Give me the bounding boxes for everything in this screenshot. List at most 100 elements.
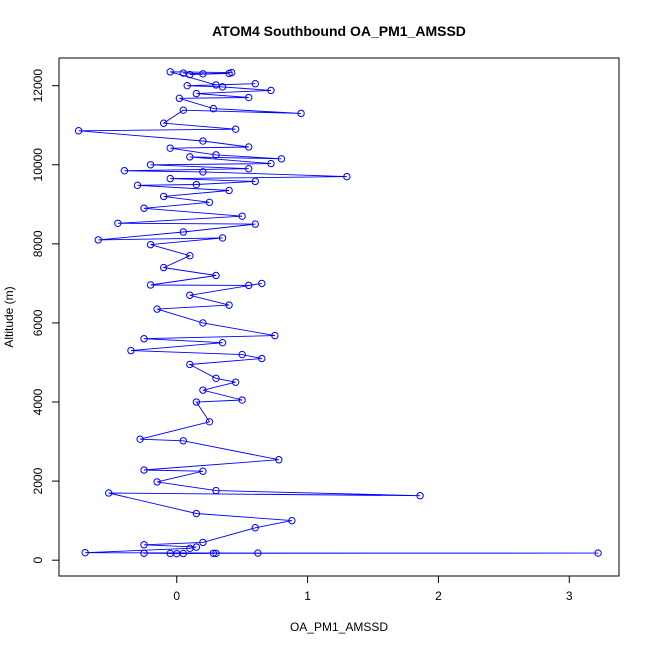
- y-tick-label: 10000: [31, 148, 45, 182]
- data-point: [159, 119, 168, 127]
- data-point: [267, 86, 275, 95]
- data-point: [271, 331, 279, 340]
- data-point: [140, 204, 148, 212]
- data-point: [238, 350, 246, 359]
- data-point: [228, 68, 236, 77]
- x-tick-label: 1: [304, 589, 311, 603]
- data-point: [199, 538, 207, 547]
- y-tick-label: 12000: [31, 69, 45, 103]
- data-point: [212, 151, 220, 159]
- x-axis-label: OA_PM1_AMSSD: [290, 620, 388, 634]
- data-point: [212, 549, 220, 557]
- data-point: [225, 301, 233, 309]
- y-tick-label: 8000: [31, 230, 45, 257]
- data-point: [183, 81, 191, 90]
- data-point: [166, 68, 174, 76]
- data-point: [192, 398, 201, 406]
- y-axis-label: Altitude (m): [2, 286, 16, 347]
- data-point: [258, 354, 266, 363]
- data-point: [186, 360, 194, 369]
- data-point: [186, 544, 194, 553]
- data-point: [297, 109, 305, 118]
- data-point: [173, 549, 181, 558]
- data-point: [192, 89, 201, 98]
- data-point: [120, 166, 129, 175]
- data-point: [199, 137, 207, 145]
- data-point: [186, 252, 194, 260]
- data-point: [192, 180, 201, 189]
- data-point: [186, 291, 194, 299]
- data-point: [212, 271, 220, 280]
- data-point: [245, 281, 253, 290]
- x-tick-label: 2: [435, 589, 442, 603]
- data-point: [199, 386, 207, 394]
- data-point: [205, 198, 214, 207]
- data-point: [199, 467, 207, 475]
- data-point: [209, 104, 218, 113]
- data-point: [146, 281, 155, 289]
- data-point: [288, 516, 296, 525]
- data-point: [159, 192, 168, 201]
- data-point: [175, 94, 184, 103]
- data-point: [258, 279, 266, 288]
- data-point: [251, 80, 259, 88]
- chart-title: ATOM4 Southbound OA_PM1_AMSSD: [212, 23, 466, 39]
- data-point: [133, 181, 142, 190]
- x-tick-label: 3: [566, 589, 573, 603]
- data-point: [254, 549, 262, 557]
- data-point: [251, 524, 259, 532]
- data-point: [218, 339, 227, 347]
- data-point: [199, 70, 207, 78]
- data-point: [140, 549, 148, 557]
- series-layer: [74, 68, 602, 558]
- data-point: [594, 549, 602, 557]
- data-point: [153, 305, 161, 313]
- y-tick-label: 0: [31, 557, 45, 564]
- data-point: [238, 396, 246, 404]
- data-point: [186, 153, 194, 161]
- data-point: [179, 228, 187, 236]
- data-point: [153, 478, 161, 486]
- data-point: [146, 240, 155, 249]
- data-point: [212, 374, 220, 382]
- data-point: [81, 548, 89, 557]
- data-point: [166, 174, 174, 183]
- data-point: [225, 186, 233, 195]
- data-point: [192, 509, 201, 518]
- data-point: [199, 319, 207, 327]
- data-point: [275, 456, 283, 464]
- data-point: [94, 236, 102, 244]
- data-point: [277, 155, 286, 163]
- data-point: [231, 125, 240, 133]
- data-point: [105, 489, 113, 497]
- data-point: [218, 83, 227, 91]
- data-point: [343, 172, 351, 181]
- data-point: [74, 127, 83, 135]
- data-point: [186, 70, 194, 79]
- y-tick-label: 2000: [31, 467, 45, 494]
- data-point: [140, 466, 148, 474]
- series-line: [78, 71, 599, 555]
- x-tick-label: 0: [173, 589, 180, 603]
- data-point: [136, 435, 144, 443]
- y-axis: 0 2000 4000 6000 8000 10000 12000: [31, 69, 60, 564]
- data-point: [199, 168, 207, 176]
- data-point: [159, 263, 168, 272]
- data-point: [166, 144, 174, 152]
- data-point: [245, 93, 253, 102]
- data-point: [251, 220, 259, 228]
- data-point: [114, 219, 122, 227]
- data-point: [205, 418, 214, 426]
- data-point: [245, 165, 253, 173]
- data-point: [267, 159, 275, 168]
- data-point: [127, 346, 135, 355]
- y-tick-label: 4000: [31, 388, 45, 415]
- data-point: [231, 378, 240, 386]
- data-point: [212, 486, 220, 495]
- data-point: [140, 335, 148, 343]
- data-point: [416, 492, 424, 500]
- data-point: [218, 234, 227, 242]
- data-point: [251, 177, 259, 186]
- data-point: [140, 541, 148, 549]
